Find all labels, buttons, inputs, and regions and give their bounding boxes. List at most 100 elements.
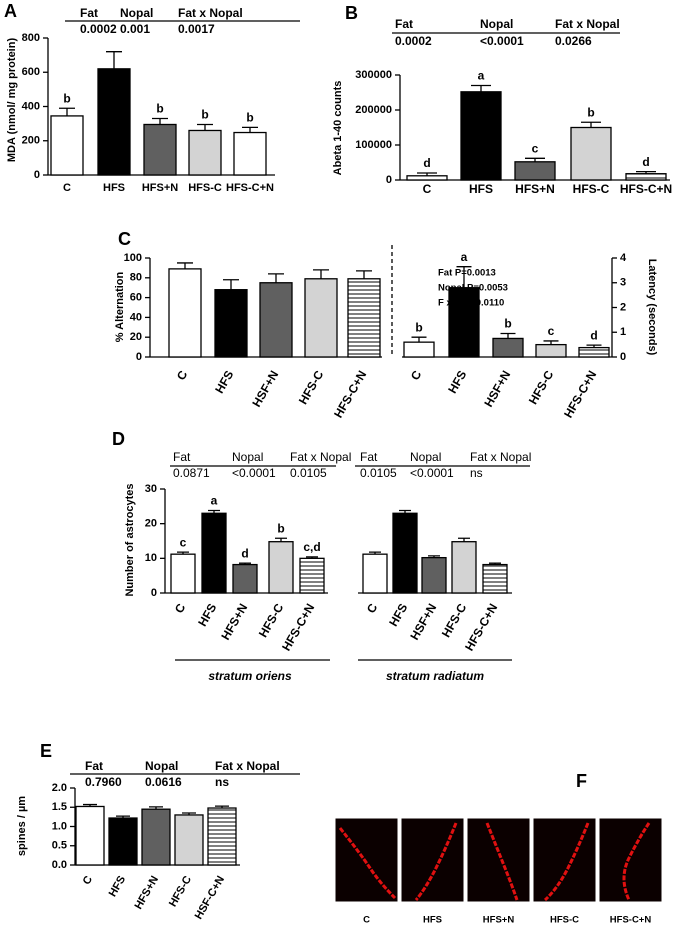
micrograph <box>598 817 663 903</box>
y-axis-label: MDA (nmol/ mg protein) <box>6 38 18 163</box>
micrograph <box>466 817 531 903</box>
bar <box>362 553 388 594</box>
y-tick-label: 20 <box>130 331 142 343</box>
error-bar <box>356 270 372 279</box>
bar <box>451 541 477 594</box>
error-bar <box>456 266 472 288</box>
dendrite <box>414 822 458 901</box>
group-label: stratum oriens <box>208 669 292 683</box>
bar <box>233 131 267 176</box>
stat-value: 0.0616 <box>145 775 182 789</box>
caption: HFS <box>423 915 442 926</box>
stat-value: 0.0266 <box>555 34 592 48</box>
panel-letter: F <box>576 771 587 791</box>
x-tick-label: C <box>423 182 432 196</box>
x-tick-label: HFS-C+N <box>561 368 599 420</box>
significance-letter: b <box>201 108 208 122</box>
x-tick-label: HFS+N <box>133 874 162 912</box>
y-tick-label: 300000 <box>355 69 392 81</box>
error-bar <box>215 805 229 809</box>
stat-header: Fat <box>80 6 98 20</box>
bar <box>214 289 248 358</box>
panel-letter: D <box>112 429 125 449</box>
x-tick-label: HFS-C <box>526 368 557 407</box>
bar <box>578 346 610 358</box>
significance-letter: b <box>246 111 253 125</box>
stat-header: Nopal <box>145 759 178 773</box>
significance-letter: c <box>548 324 555 338</box>
y-axis-label: Number of astrocytes <box>124 483 136 596</box>
error-bar <box>223 279 239 290</box>
error-bar <box>411 336 427 343</box>
y-tick-label: 800 <box>22 32 40 44</box>
bar <box>421 556 447 594</box>
y-tick-label: 400 <box>22 100 40 112</box>
x-tick-label: HFS-C+N <box>226 182 274 194</box>
error-bar <box>275 537 287 542</box>
x-tick-label: HFS+N <box>515 182 555 196</box>
stat-header: Fat <box>360 450 378 464</box>
significance-letter: b <box>415 320 422 334</box>
x-tick-label: C <box>174 368 191 383</box>
y-tick-label: 1 <box>620 326 626 338</box>
error-bar <box>458 537 470 542</box>
y-tick-label: 1.0 <box>52 820 67 832</box>
y-tick-label: 2.0 <box>52 782 67 794</box>
micrograph <box>334 817 399 903</box>
stat-header: Fat <box>395 17 413 31</box>
y-tick-label: 3 <box>620 277 626 289</box>
error-bar <box>306 556 318 559</box>
x-tick-label: C <box>364 601 381 616</box>
significance-letter: d <box>423 156 430 170</box>
x-tick-label: HFS-C <box>167 874 194 909</box>
stat-value: 0.0105 <box>290 466 327 480</box>
stat-value: ns <box>470 466 483 480</box>
bar <box>268 541 294 594</box>
micrograph <box>532 817 597 903</box>
error-bar <box>525 157 545 162</box>
x-tick-label: HFS <box>195 601 219 629</box>
error-bar <box>399 509 411 514</box>
panel-letter: A <box>4 1 17 21</box>
bar <box>403 341 435 358</box>
stat-value: <0.0001 <box>410 466 454 480</box>
stat-value: 0.0002 <box>80 22 117 36</box>
stat-header: Nopal <box>480 17 513 31</box>
error-bar <box>369 551 381 555</box>
significance-letter: b <box>277 521 284 535</box>
dendrite <box>622 822 651 901</box>
significance-letter: a <box>478 69 485 83</box>
y-tick-label: 0.5 <box>52 840 67 852</box>
x-tick-label: HFS+N <box>218 601 250 642</box>
panel-letter: E <box>40 741 52 761</box>
x-tick-label: HSF+N <box>249 368 281 409</box>
stat-value: <0.0001 <box>480 34 524 48</box>
y-axis-label: Abeta 1-40 counts <box>332 81 344 176</box>
x-tick-label: HFS-C+N <box>620 182 672 196</box>
stat-value: 0.0105 <box>360 466 397 480</box>
error-bar <box>268 273 284 283</box>
y-tick-label: 4 <box>620 252 627 264</box>
bar <box>141 808 171 866</box>
stat-header: Fat x Nopal <box>470 450 531 464</box>
error-bar <box>116 815 130 819</box>
y-tick-label: 100 <box>124 252 142 264</box>
significance-letter: a <box>461 250 468 264</box>
y-tick-label: 0.0 <box>52 859 67 871</box>
bar <box>347 278 381 358</box>
error-bar <box>543 340 559 345</box>
y-tick-label: 0 <box>620 351 626 363</box>
y-tick-label: 0 <box>34 169 40 181</box>
annotation: Nopal P=0.0053 <box>438 283 508 294</box>
y-axis-label: spines / µm <box>16 796 28 856</box>
x-tick-label: HFS-C <box>188 182 222 194</box>
bar <box>406 175 448 181</box>
caption: HFS+N <box>483 915 515 926</box>
y-tick-label: 30 <box>145 483 157 495</box>
y-tick-label: 200000 <box>355 104 392 116</box>
micrograph <box>400 817 465 903</box>
dendrite <box>485 822 519 901</box>
stat-value: 0.0017 <box>178 22 215 36</box>
bar <box>570 126 612 181</box>
bar <box>97 68 131 176</box>
